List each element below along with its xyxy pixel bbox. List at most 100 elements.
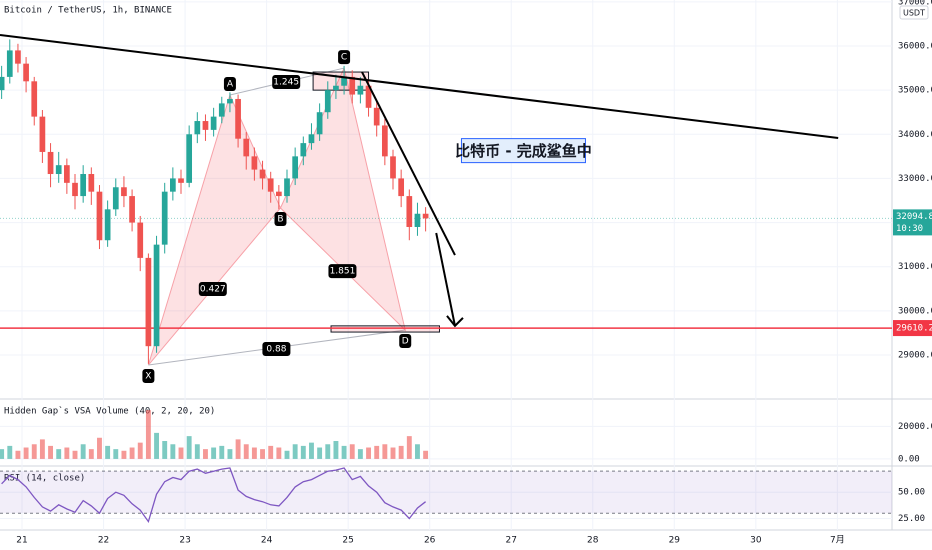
candle-body <box>300 143 307 157</box>
rsi-band <box>0 471 892 514</box>
candle-body <box>373 107 380 126</box>
volume-bar <box>276 447 282 459</box>
trendline <box>0 33 839 140</box>
volume-bar <box>39 439 45 459</box>
volume-bar <box>235 439 241 459</box>
volume-bar <box>72 450 78 459</box>
y-tick-label: 36000.00 <box>898 41 932 51</box>
candle-body <box>381 125 388 157</box>
pattern-point-label: A <box>227 79 234 89</box>
volume-bar <box>178 447 184 459</box>
candle-body <box>0 76 5 91</box>
candle-body <box>414 213 421 227</box>
volume-bar <box>341 445 347 459</box>
volume-bar <box>284 450 290 459</box>
volume-bar <box>80 444 86 459</box>
note-text: 比特币 - 完成鲨鱼中 <box>455 142 592 160</box>
volume-bar <box>129 447 135 459</box>
pattern-point-box <box>223 76 236 91</box>
volume-bar <box>113 449 119 459</box>
volume-bar <box>0 449 5 459</box>
volume-bar <box>333 441 339 459</box>
candle-body <box>227 98 233 104</box>
candle-body <box>112 187 119 210</box>
ratio-label: 1.851 <box>330 267 356 277</box>
pattern-point-box <box>274 212 287 227</box>
candle-body <box>422 213 429 219</box>
candle-body <box>210 116 217 130</box>
pattern-point-box <box>142 369 155 384</box>
candle-body <box>23 63 29 82</box>
x-tick-label: 25 <box>342 536 353 546</box>
volume-bar <box>105 445 111 459</box>
volume-bar <box>137 442 143 459</box>
x-tick-label: 30 <box>750 536 762 546</box>
volume-bar <box>88 449 94 459</box>
y-tick-label: 35000.00 <box>898 86 932 96</box>
candle-body <box>251 156 258 170</box>
ratio-label: 1.245 <box>273 78 299 88</box>
volume-bar <box>317 447 323 459</box>
volume-bar <box>211 447 217 459</box>
x-tick-label: 23 <box>179 536 190 546</box>
candle-body <box>31 81 38 117</box>
unit-label: USDT <box>903 9 925 18</box>
volume-bar <box>97 437 102 459</box>
volume-bar <box>227 449 233 459</box>
volume-bar <box>243 444 249 459</box>
candle-body <box>267 178 274 192</box>
arrow-line <box>435 232 456 327</box>
volume-bar <box>423 450 429 459</box>
candle-body <box>243 138 250 157</box>
zone-box <box>330 325 440 333</box>
candle-body <box>202 121 209 130</box>
panel-title: Bitcoin / TetherUS, 1h, BINANCE <box>4 6 172 16</box>
ratio-label: 0.88 <box>266 345 286 355</box>
y-tick-label: 33000.00 <box>898 174 932 184</box>
candle-body <box>259 169 266 179</box>
volume-bar <box>398 445 404 459</box>
volume-bar <box>56 449 62 459</box>
candle-body <box>47 151 54 175</box>
volume-bar <box>194 444 200 459</box>
volume-bar <box>406 436 412 459</box>
pattern-point-label: D <box>402 337 409 347</box>
volume-bar <box>366 447 371 459</box>
candle-body <box>64 165 70 183</box>
candle-body <box>145 257 152 347</box>
volume-bar <box>121 450 127 459</box>
price-tag-label: 32094.86 <box>896 212 932 222</box>
volume-bar <box>15 450 21 459</box>
pattern-point-label: B <box>277 215 283 225</box>
candle-body <box>104 209 111 241</box>
volume-bar <box>23 447 29 459</box>
candle-body <box>365 85 372 108</box>
pattern-point-box <box>338 50 351 65</box>
rsi-line <box>1 467 426 524</box>
candle-body <box>153 244 160 347</box>
y-tick-label: 20000.00 <box>898 422 932 432</box>
candle-body <box>39 116 46 152</box>
volume-bar <box>170 444 176 459</box>
candle-body <box>349 76 356 95</box>
candle-body <box>341 76 347 86</box>
volume-bar <box>64 447 70 459</box>
x-tick-label: 7月 <box>830 535 845 546</box>
ratio-box <box>272 75 301 90</box>
volume-bar <box>31 444 37 459</box>
pattern-point-label: C <box>341 53 347 63</box>
candle-body <box>137 222 144 258</box>
volume-bar <box>145 410 151 459</box>
candle-body <box>316 112 323 135</box>
volume-bar <box>162 441 168 459</box>
candle-body <box>72 182 78 197</box>
candle-body <box>235 98 241 139</box>
volume-bar <box>203 449 208 459</box>
candle-body <box>292 156 299 179</box>
candle-body <box>324 90 331 113</box>
candle-body <box>218 103 225 117</box>
y-tick-label: 30000.00 <box>898 306 932 316</box>
volume-bar <box>382 444 388 459</box>
x-tick-label: 27 <box>506 536 517 546</box>
